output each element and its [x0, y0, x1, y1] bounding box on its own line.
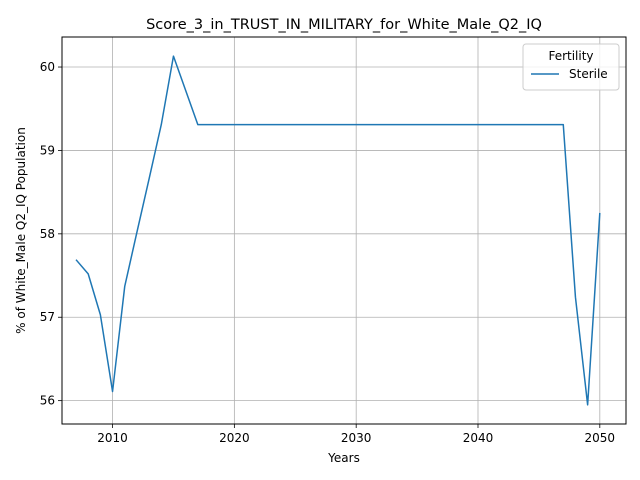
x-axis: 2010 2020 2030 2040 2050: [97, 424, 615, 445]
series-lines: [75, 55, 601, 406]
legend-label: Sterile: [569, 67, 608, 81]
y-tick-label: 56: [40, 394, 55, 408]
y-tick-label: 57: [40, 310, 55, 324]
plot-area: [61, 36, 627, 425]
y-tick-label: 59: [40, 143, 55, 157]
legend: Fertility Sterile: [522, 43, 620, 91]
series-line-sterile: [75, 55, 601, 406]
y-tick-label: 60: [40, 60, 55, 74]
legend-box: [522, 43, 620, 91]
x-axis-label: Years: [327, 451, 360, 465]
y-axis: 56 57 58 59 60: [40, 60, 62, 408]
grid-lines: [62, 37, 626, 424]
x-tick-label: 2030: [341, 431, 372, 445]
chart-title: Score_3_in_TRUST_IN_MILITARY_for_White_M…: [146, 17, 542, 33]
x-tick-label: 2040: [463, 431, 494, 445]
y-tick-label: 58: [40, 227, 55, 241]
legend-items: Sterile: [531, 67, 608, 81]
x-tick-label: 2020: [219, 431, 250, 445]
x-tick-label: 2050: [585, 431, 616, 445]
y-axis-label: % of White_Male Q2_IQ Population: [14, 127, 28, 334]
legend-title: Fertility: [548, 49, 593, 63]
x-tick-label: 2010: [97, 431, 128, 445]
